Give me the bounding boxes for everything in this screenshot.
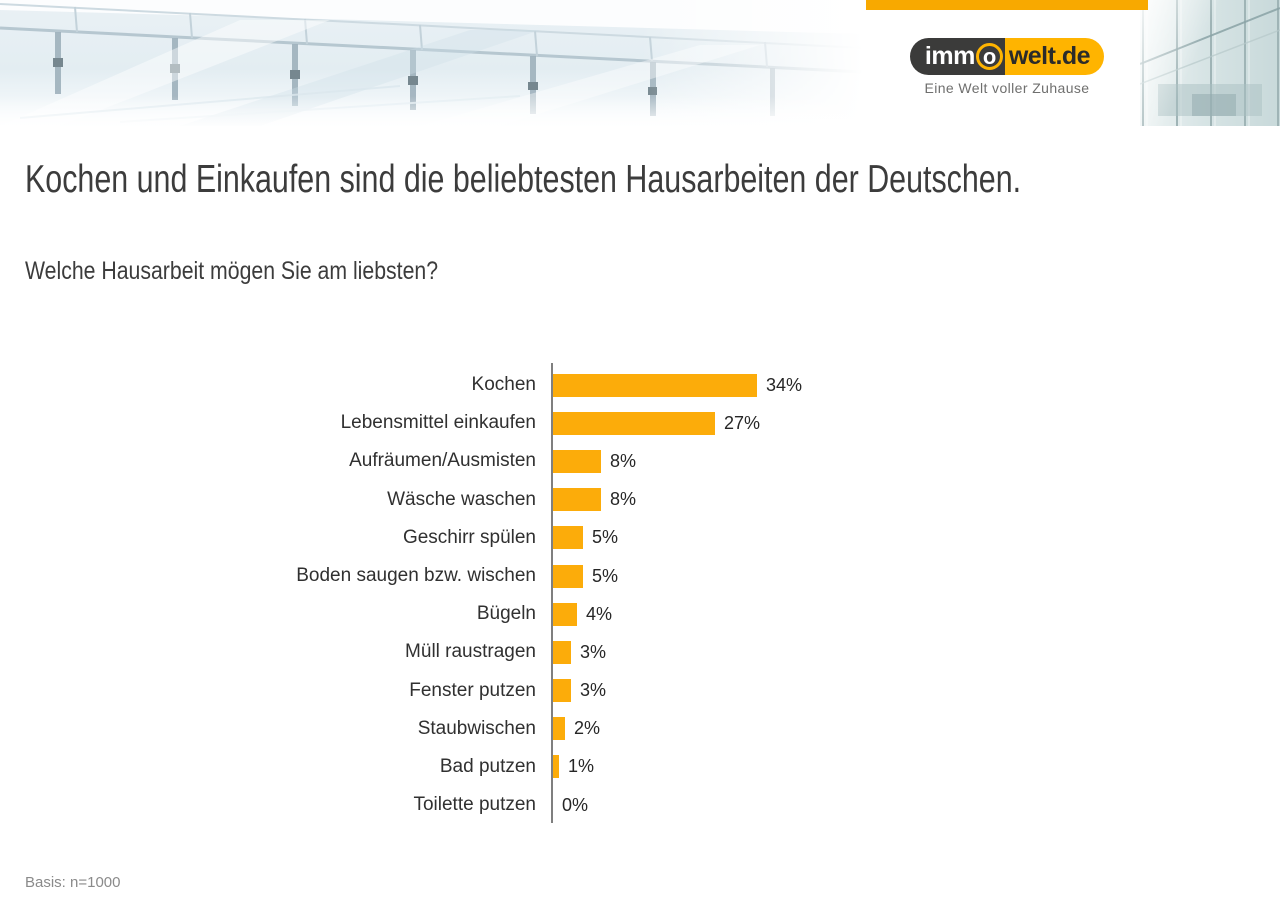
bar: [553, 526, 583, 550]
bar: [553, 488, 601, 512]
chart-row: Bügeln 4%: [0, 595, 1100, 633]
bar-area: 3%: [551, 679, 607, 703]
banner-photo-right: [1140, 0, 1280, 126]
value-label: 5%: [592, 527, 619, 548]
chart-row: Wäsche waschen 8%: [0, 481, 1100, 519]
bar-area: 8%: [551, 449, 637, 473]
value-label: 34%: [766, 374, 803, 395]
category-label: Geschirr spülen: [402, 526, 536, 548]
chart-axis: [551, 363, 553, 823]
value-label: 3%: [580, 680, 607, 701]
bar-area: 1%: [551, 755, 595, 779]
logo-right-segment: welt.de: [1004, 38, 1105, 75]
bar-area: 2%: [551, 717, 601, 741]
category-label: Lebensmittel einkaufen: [340, 412, 536, 434]
bar-area: 0%: [551, 794, 588, 817]
value-label: 1%: [568, 756, 595, 777]
survey-question: Welche Hausarbeit mögen Sie am liebsten?: [25, 257, 439, 285]
bar-area: 5%: [551, 564, 619, 588]
category-label: Fenster putzen: [409, 679, 536, 701]
value-label: 3%: [580, 641, 607, 662]
category-label: Staubwischen: [417, 717, 536, 739]
category-label: Toilette putzen: [413, 794, 536, 816]
chart-rows: Kochen 34% Lebensmittel einkaufen 27% Aufräu…: [0, 366, 1100, 824]
bar-area: 4%: [551, 602, 613, 626]
logo-text-welt-de: welt.de: [1008, 42, 1091, 70]
value-label: 0%: [562, 794, 589, 815]
bar-area: 3%: [551, 640, 607, 664]
chart-row: Toilette putzen 0%: [0, 786, 1100, 824]
bar-area: 34%: [551, 373, 803, 397]
bar-area: 27%: [551, 411, 761, 435]
logo-left-segment: imm o: [909, 38, 1005, 75]
bar-area: 8%: [551, 488, 637, 512]
chart-row: Kochen 34%: [0, 366, 1100, 404]
category-label: Boden saugen bzw. wischen: [296, 565, 536, 587]
chart-row: Aufräumen/Ausmisten 8%: [0, 442, 1100, 480]
header-banner: imm o welt.de Eine Welt voller Zuhause: [0, 0, 1280, 126]
chart-row: Müll raustragen 3%: [0, 633, 1100, 671]
value-label: 5%: [592, 565, 619, 586]
bar: [553, 449, 601, 473]
value-label: 27%: [724, 412, 761, 433]
chart-row: Staubwischen 2%: [0, 710, 1100, 748]
chart-row: Lebensmittel einkaufen 27%: [0, 404, 1100, 442]
chart-row: Geschirr spülen 5%: [0, 519, 1100, 557]
chart-row: Fenster putzen 3%: [0, 672, 1100, 710]
logo-tagline: Eine Welt voller Zuhause: [924, 80, 1090, 96]
logo-pill: imm o welt.de: [909, 38, 1105, 75]
page-title: Kochen und Einkaufen sind die beliebtest…: [25, 158, 1022, 201]
bar: [553, 411, 715, 435]
category-label: Bad putzen: [439, 755, 536, 777]
value-label: 8%: [610, 450, 637, 471]
bar: [553, 755, 559, 779]
bar-area: 5%: [551, 526, 619, 550]
category-label: Wäsche waschen: [387, 488, 536, 510]
immowelt-logo: imm o welt.de Eine Welt voller Zuhause: [877, 38, 1137, 96]
chart-row: Boden saugen bzw. wischen 5%: [0, 557, 1100, 595]
bar: [553, 602, 577, 626]
logo-text-imm: imm: [924, 42, 975, 70]
category-label: Bügeln: [476, 603, 536, 625]
logo-ring-o: o: [975, 43, 1003, 70]
bar: [553, 373, 757, 397]
category-label: Aufräumen/Ausmisten: [349, 450, 536, 472]
value-label: 8%: [610, 489, 637, 510]
bar: [553, 679, 571, 703]
chart-row: Bad putzen 1%: [0, 748, 1100, 786]
banner-photo-left: [0, 0, 863, 126]
bar: [553, 640, 571, 664]
category-label: Kochen: [471, 374, 536, 396]
accent-bar: [866, 0, 1148, 10]
bar: [553, 564, 583, 588]
bar: [553, 717, 565, 741]
value-label: 2%: [574, 718, 601, 739]
basis-note: Basis: n=1000: [25, 874, 121, 891]
value-label: 4%: [586, 603, 613, 624]
bar-chart: Kochen 34% Lebensmittel einkaufen 27% Aufräu…: [0, 366, 1100, 824]
category-label: Müll raustragen: [405, 641, 536, 663]
